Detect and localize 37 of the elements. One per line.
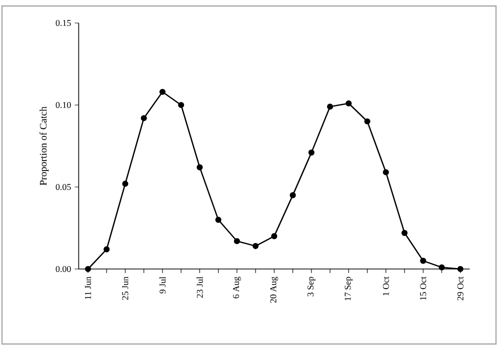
point (104, 246, 110, 252)
point (364, 118, 370, 124)
point (290, 192, 296, 198)
point (420, 258, 426, 264)
x-tick-label: 23 Jul (196, 276, 203, 298)
x-tick-label: 29 Oct (457, 276, 464, 300)
point (84, 266, 92, 272)
x-tick-label: 15 Oct (420, 276, 426, 300)
x-tick-label: 9 Jul (159, 276, 166, 294)
point (457, 266, 464, 272)
y-tick-label: 0.00 (56, 266, 71, 272)
point (122, 180, 128, 187)
point (178, 102, 184, 108)
point (327, 104, 334, 110)
point (196, 164, 203, 170)
x-tick-label: 6 Aug (233, 276, 241, 298)
y-axis-title: Proportion of Catch (40, 106, 49, 186)
point (308, 150, 314, 156)
x-tick-label: 20 Aug (270, 276, 278, 303)
point (438, 264, 445, 270)
x-tick-label: 1 Oct (382, 276, 389, 296)
point (271, 233, 278, 240)
point (159, 88, 166, 95)
y-tick-label: 0.10 (56, 102, 71, 108)
x-tick-label: 25 Jun (122, 276, 128, 300)
point (382, 169, 389, 176)
point (401, 230, 408, 236)
x-tick-label: 17 Sep (344, 276, 353, 300)
x-tick-label: 11 Jun (84, 276, 92, 300)
y-tick-label: 0.15 (56, 20, 71, 26)
point (252, 243, 259, 250)
point (346, 100, 352, 106)
point (234, 238, 240, 244)
point (140, 115, 147, 122)
x-tick-label: 3 Sep (308, 276, 316, 296)
point (215, 216, 222, 223)
y-tick-label: 0.05 (56, 184, 71, 190)
